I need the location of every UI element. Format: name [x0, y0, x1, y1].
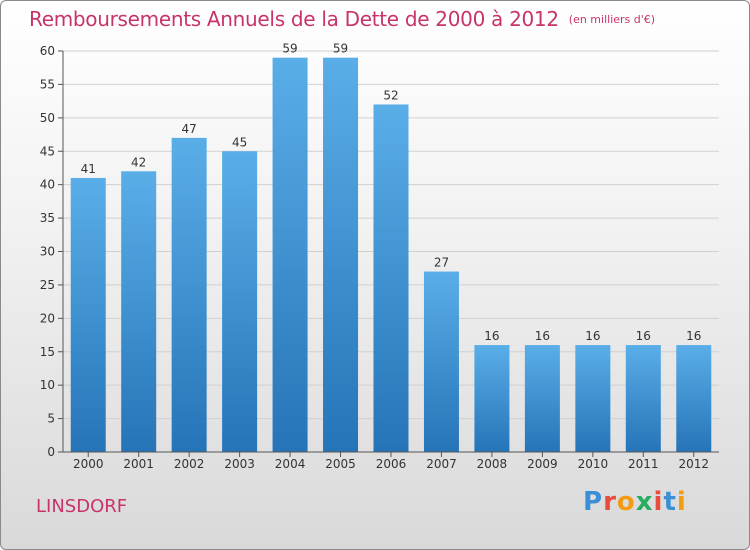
data-label: 45	[232, 135, 247, 149]
x-tick-label: 2010	[578, 457, 609, 471]
chart-title-text: Remboursements Annuels de la Dette de 20…	[29, 7, 559, 31]
x-tick-label: 2009	[527, 457, 558, 471]
data-label: 16	[484, 329, 499, 343]
bar-2006	[373, 104, 409, 452]
data-label: 42	[131, 155, 146, 169]
logo-letter: r	[603, 487, 617, 517]
axes: 0 5 10 15 20 25 30 35 40 45 50 55 60 2000 2001 2002 2003…	[40, 44, 719, 471]
bar-2000	[70, 177, 106, 452]
proxiti-logo[interactable]: Proxiti	[583, 487, 687, 517]
y-tick-label: 45	[40, 144, 55, 158]
logo-letter: i	[676, 487, 687, 517]
logo-letter: x	[635, 487, 654, 517]
x-tick-label: 2011	[628, 457, 659, 471]
data-label: 59	[333, 42, 348, 56]
data-label: 41	[81, 162, 96, 176]
y-tick-label: 10	[40, 378, 55, 392]
data-label: 16	[535, 329, 550, 343]
y-tick-label: 20	[40, 311, 55, 325]
chart-subtitle: (en milliers d'€)	[568, 13, 656, 26]
x-tick-label: 2006	[376, 457, 407, 471]
x-tick-label: 2003	[224, 457, 255, 471]
bar-2002	[171, 137, 207, 452]
logo-letter: P	[583, 487, 604, 517]
logo-letter: o	[616, 487, 636, 517]
y-tick-label: 60	[40, 44, 55, 58]
chart-title: Remboursements Annuels de la Dette de 20…	[29, 7, 655, 31]
bar-2008	[474, 345, 510, 452]
x-tick-label: 2004	[275, 457, 306, 471]
x-tick-label: 2005	[325, 457, 356, 471]
y-tick-label: 40	[40, 178, 55, 192]
logo-letter: t	[663, 487, 677, 517]
x-tick-label: 2001	[123, 457, 154, 471]
x-tick-label: 2007	[426, 457, 457, 471]
bar-2007	[423, 271, 459, 452]
bar-2012	[676, 345, 712, 452]
y-tick-label: 5	[47, 412, 55, 426]
bar-2010	[575, 345, 611, 452]
y-tick-label: 25	[40, 278, 55, 292]
data-label: 16	[686, 329, 701, 343]
y-tick-label: 55	[40, 77, 55, 91]
data-label: 47	[182, 122, 197, 136]
logo-letter: i	[653, 487, 664, 517]
y-tick-label: 15	[40, 345, 55, 359]
bar-2003	[222, 151, 258, 452]
bar-2011	[625, 345, 661, 452]
data-label: 16	[636, 329, 651, 343]
data-label: 52	[383, 88, 398, 102]
data-label: 16	[585, 329, 600, 343]
data-label: 27	[434, 256, 449, 270]
y-tick-label: 0	[47, 445, 55, 459]
bars: 41 42 47 45 59 59 52 27 16 16 16 16 16	[70, 42, 712, 453]
x-tick-label: 2002	[174, 457, 205, 471]
x-tick-label: 2012	[678, 457, 709, 471]
bar-2005	[323, 57, 359, 452]
y-tick-label: 50	[40, 111, 55, 125]
bar-2004	[272, 57, 308, 452]
x-tick-label: 2008	[477, 457, 508, 471]
commune-name: LINSDORF	[36, 496, 128, 517]
bar-2009	[524, 345, 560, 452]
data-label: 59	[282, 42, 297, 56]
y-tick-label: 30	[40, 245, 55, 259]
bar-2001	[121, 171, 157, 453]
x-tick-label: 2000	[73, 457, 104, 471]
y-tick-label: 35	[40, 211, 55, 225]
